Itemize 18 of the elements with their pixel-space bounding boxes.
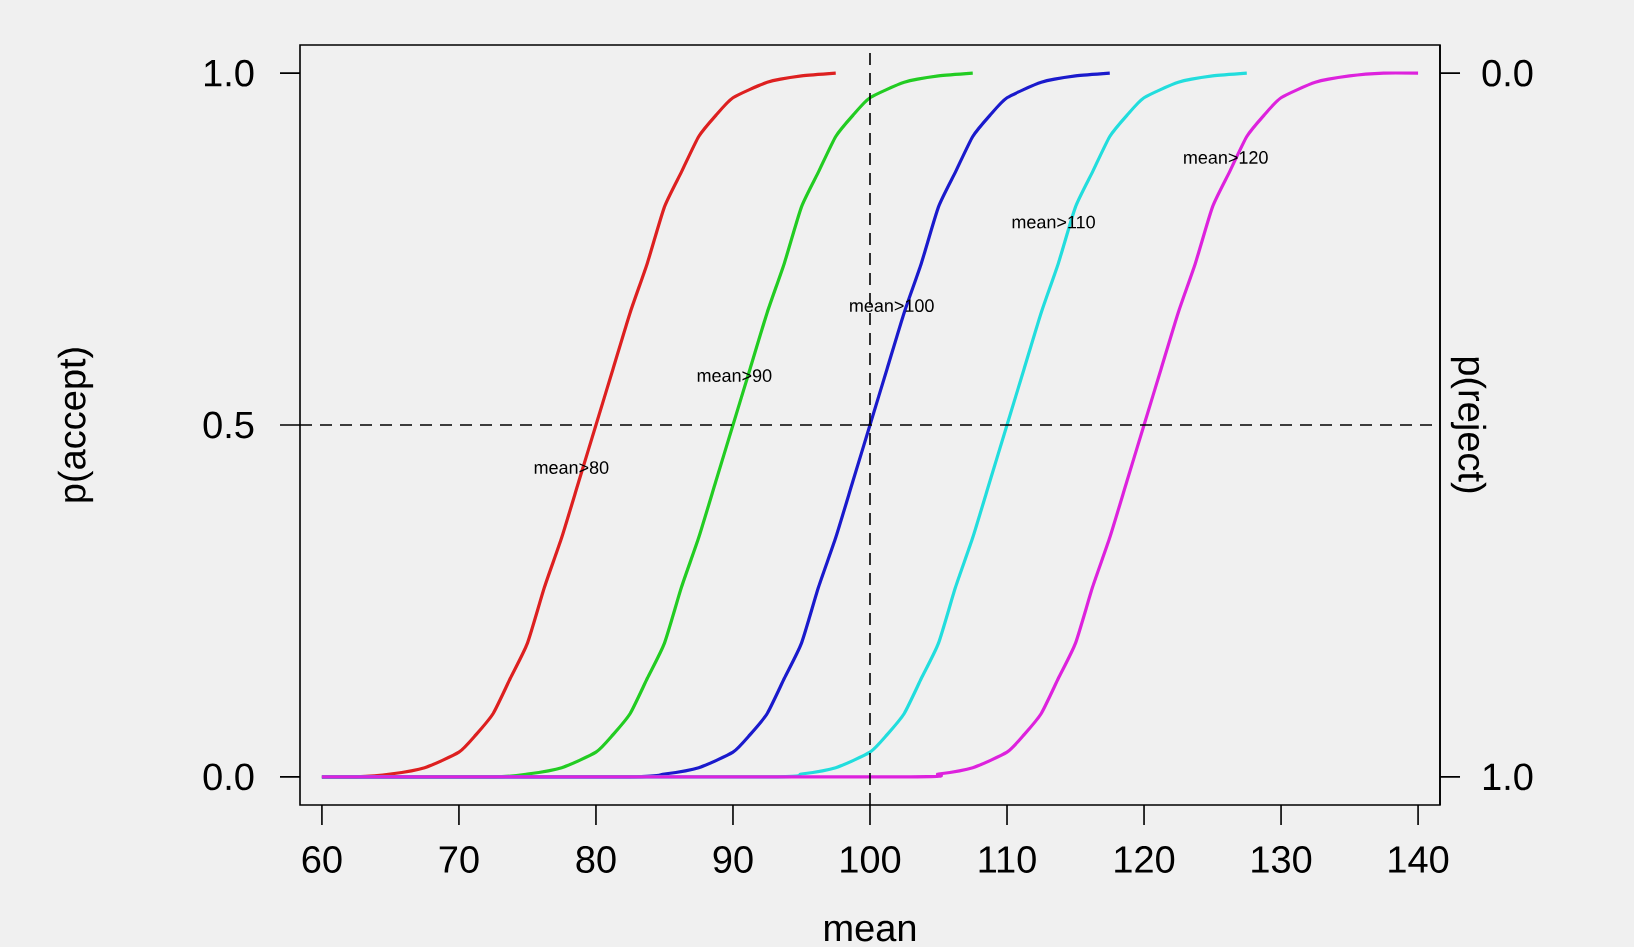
x-tick-label: 70 bbox=[439, 846, 479, 873]
x-tick-label: 100 bbox=[841, 846, 901, 873]
y2-tick-label: 0.0 bbox=[1482, 59, 1533, 87]
x-tick-label: 80 bbox=[576, 846, 616, 873]
line-series bbox=[320, 71, 1420, 779]
x-tick-label: 120 bbox=[1115, 846, 1175, 873]
y-tick-label: 0.5 bbox=[203, 411, 254, 439]
x-tick-label: 110 bbox=[979, 846, 1036, 873]
x-axis-title: mean bbox=[824, 920, 916, 942]
y-tick-label: 1.0 bbox=[205, 59, 254, 87]
y2-axis-title: p(reject) bbox=[1450, 357, 1487, 493]
x-tick-label: 130 bbox=[1252, 846, 1312, 873]
y-tick-label: 0.0 bbox=[203, 763, 254, 791]
x-tick-label: 140 bbox=[1389, 846, 1449, 873]
x-tick-label: 60 bbox=[302, 846, 342, 873]
x-tick-label: 90 bbox=[713, 846, 753, 873]
y2-tick-label: 1.0 bbox=[1483, 763, 1533, 791]
y-axis-title: p(accept) bbox=[57, 348, 94, 502]
